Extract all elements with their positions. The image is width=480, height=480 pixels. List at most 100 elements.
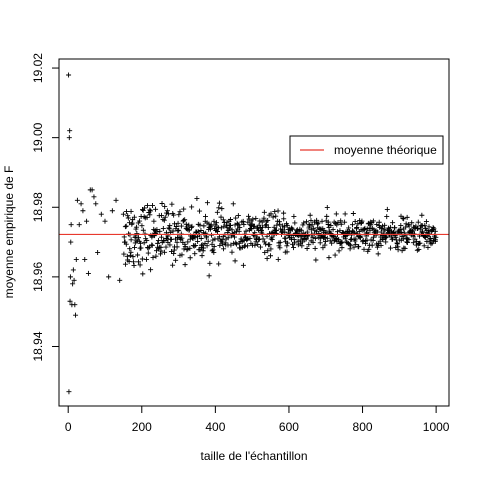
data-point [182, 217, 188, 223]
data-point [147, 212, 153, 218]
data-point [336, 237, 342, 243]
data-point [284, 222, 290, 228]
data-point [312, 245, 318, 251]
y-axis-label: moyenne empirique de F [2, 166, 16, 299]
data-point [261, 215, 267, 221]
data-point [132, 244, 138, 250]
data-point [422, 222, 428, 228]
data-point [74, 197, 80, 203]
data-point [310, 239, 316, 245]
data-point [216, 205, 222, 211]
data-point [381, 232, 387, 238]
data-point [106, 274, 112, 280]
data-point [275, 256, 281, 262]
data-point [374, 221, 380, 227]
data-point [245, 213, 251, 219]
data-point [350, 229, 356, 235]
data-point [204, 200, 210, 206]
data-point [148, 208, 154, 214]
data-point [383, 239, 389, 245]
data-point [228, 242, 234, 248]
data-point [153, 253, 159, 259]
data-point [194, 195, 200, 201]
data-point [292, 220, 298, 226]
data-point [134, 231, 140, 237]
data-point [170, 262, 176, 268]
data-point [200, 245, 206, 251]
data-point [219, 206, 225, 212]
data-point [160, 226, 166, 232]
legend: moyenne théorique [289, 135, 444, 165]
y-tick-label: 19.02 [31, 53, 45, 83]
data-point [342, 211, 348, 217]
data-point [300, 239, 306, 245]
data-point [66, 72, 72, 78]
data-point [326, 255, 332, 261]
data-point [166, 225, 172, 231]
data-point [170, 228, 176, 234]
data-point [230, 201, 236, 207]
data-point [235, 213, 241, 219]
data-point [197, 208, 203, 214]
data-point [353, 242, 359, 248]
data-point [218, 214, 224, 220]
data-point [221, 223, 227, 229]
data-point [145, 203, 150, 209]
data-point [128, 249, 134, 255]
data-point [384, 214, 390, 220]
data-point [291, 245, 297, 251]
data-point [216, 200, 222, 206]
data-point [249, 226, 255, 232]
y-tick-label: 19.00 [31, 122, 45, 152]
data-point [68, 222, 74, 228]
data-point [337, 228, 343, 234]
data-point [338, 218, 344, 224]
data-point [185, 239, 191, 245]
data-point [241, 222, 247, 228]
data-point [253, 239, 259, 245]
data-point [291, 213, 297, 219]
data-point [206, 273, 212, 279]
data-point [243, 228, 249, 234]
data-point [181, 217, 187, 223]
data-point [157, 228, 163, 234]
data-point [174, 239, 180, 245]
data-point [130, 259, 136, 265]
data-point [239, 244, 245, 250]
data-point [325, 219, 331, 225]
data-point [125, 215, 131, 221]
data-point [207, 226, 213, 232]
x-tick-label: 200 [132, 420, 152, 434]
data-point [66, 135, 72, 141]
data-point [198, 228, 204, 234]
data-point [122, 261, 128, 267]
data-point [406, 236, 412, 242]
data-point [85, 270, 91, 276]
data-point [84, 218, 90, 224]
data-point [395, 247, 401, 253]
y-tick-label: 18.98 [31, 192, 45, 222]
data-point [183, 221, 189, 227]
data-point [357, 234, 363, 240]
data-point [266, 231, 272, 237]
data-point [247, 235, 253, 241]
data-point [67, 274, 73, 280]
data-point [228, 222, 234, 228]
data-point [221, 246, 227, 252]
data-point [174, 244, 180, 250]
data-point [281, 216, 287, 222]
data-point [155, 240, 161, 246]
data-point [67, 298, 73, 304]
data-point [219, 237, 225, 243]
data-point [150, 255, 156, 261]
data-point [186, 222, 192, 228]
data-point [67, 128, 73, 134]
data-point [124, 209, 130, 215]
data-point [298, 227, 304, 233]
data-point [270, 214, 276, 220]
data-point [236, 222, 242, 228]
data-point [390, 236, 396, 242]
data-point [141, 214, 147, 220]
x-tick-label: 800 [353, 420, 373, 434]
